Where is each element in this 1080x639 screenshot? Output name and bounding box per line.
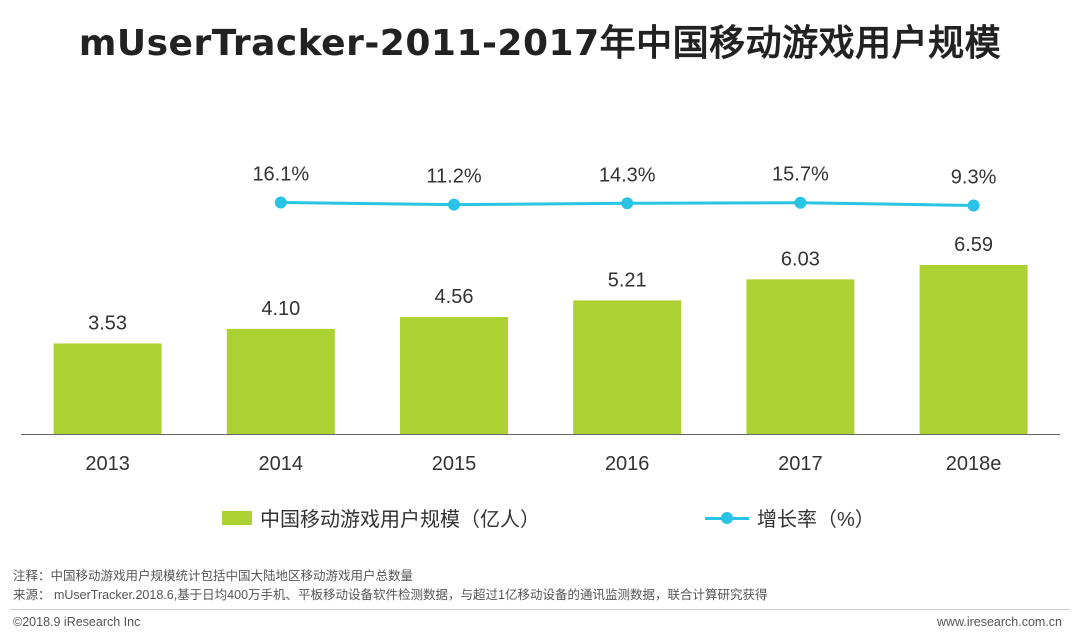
legend-line-swatch	[705, 511, 749, 525]
growth-rate-label: 11.2%	[426, 166, 481, 188]
notes: 注释：中国移动游戏用户规模统计包括中国大陆地区移动游戏用户总数量 来源： mUs…	[13, 567, 767, 605]
bar-value-label: 6.03	[781, 248, 820, 270]
x-tick-label: 2017	[778, 453, 823, 475]
bar-value-label: 4.10	[261, 298, 300, 320]
growth-rate-point	[448, 198, 460, 211]
chart-title: mUserTracker-2011-2017年中国移动游戏用户规模	[78, 23, 1002, 64]
footer-website: www.iresearch.com.cn	[936, 615, 1062, 629]
x-tick-label: 2014	[259, 453, 304, 475]
growth-rate-point	[274, 196, 287, 209]
legend-line-label: 增长率（%）	[757, 509, 875, 531]
note-text: 注释：中国移动游戏用户规模统计包括中国大陆地区移动游戏用户总数量	[13, 569, 414, 583]
growth-rate-point	[967, 199, 980, 212]
bar	[919, 265, 1028, 434]
bar	[226, 328, 335, 434]
growth-rate-label: 16.1%	[252, 164, 309, 186]
chart-area: 3.53 2013 4.10 2014 4.56 2015 5.21 2016 6.03 2017…	[21, 164, 1060, 475]
legend-item-line: 增长率（%）	[705, 503, 875, 532]
growth-rate-point	[621, 197, 634, 210]
bar	[400, 317, 508, 434]
bar-value-label: 3.53	[88, 312, 127, 334]
bar	[746, 279, 855, 434]
bar-value-label: 4.56	[435, 286, 474, 308]
growth-rate-label: 9.3%	[951, 166, 997, 188]
bar	[573, 300, 682, 434]
bar	[53, 343, 162, 434]
x-tick-label: 2016	[605, 453, 650, 475]
footer-copyright: ©2018.9 iResearch Inc	[13, 615, 141, 629]
bar-value-label: 6.59	[954, 234, 993, 256]
growth-rate-label: 14.3%	[599, 164, 656, 186]
source-text: 来源： mUserTracker.2018.6,基于日均400万手机、平板移动设…	[13, 588, 768, 602]
legend-bar-label: 中国移动游戏用户规模（亿人）	[260, 509, 540, 531]
growth-rate-point	[794, 196, 807, 209]
x-tick-label: 2013	[85, 453, 130, 475]
x-tick-label: 2018e	[946, 453, 1002, 475]
legend-bar-swatch	[222, 510, 252, 525]
x-tick-label: 2015	[432, 453, 477, 475]
legend-item-bars: 中国移动游戏用户规模（亿人）	[222, 503, 540, 532]
footer-divider	[10, 609, 1070, 610]
bar-value-label: 5.21	[608, 269, 647, 291]
growth-rate-label: 15.7%	[772, 164, 829, 186]
